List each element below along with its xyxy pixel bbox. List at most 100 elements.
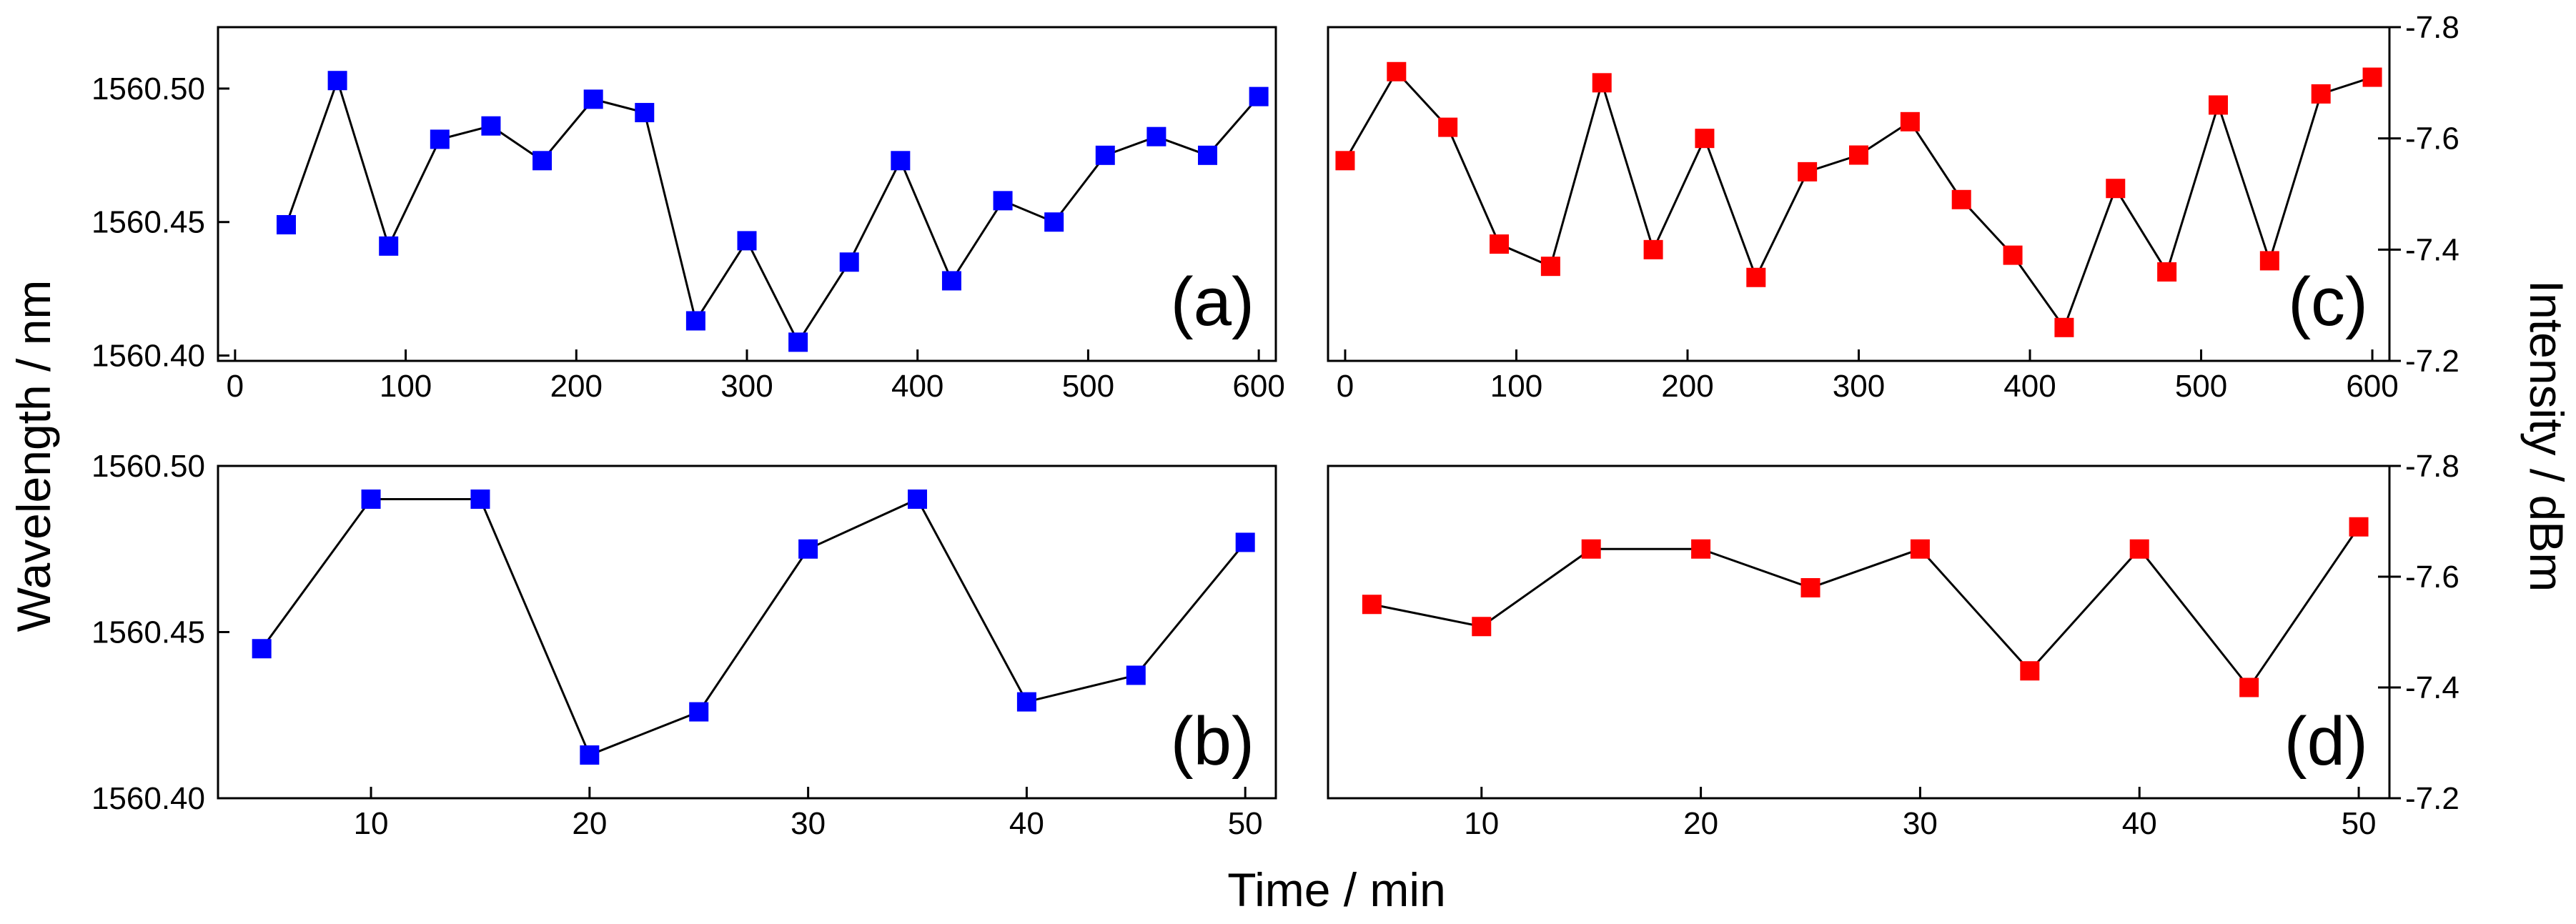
panel-c: 0 100 200 300 400 500 600 -7.8 -7.6 -7.4 -7.2 (c) xyxy=(1327,10,2459,404)
y-axis-title-right: Intensity / dBm xyxy=(2520,280,2573,592)
x-tick-label: 0 xyxy=(227,369,244,404)
y-tick-label: 1560.40 xyxy=(91,339,205,374)
x-tick-label: 20 xyxy=(1683,806,1718,841)
data-point xyxy=(379,236,399,256)
data-point xyxy=(2239,677,2259,697)
y-tick-label: -7.4 xyxy=(2405,232,2459,267)
data-point xyxy=(2259,251,2279,271)
y-tick-label: 1560.45 xyxy=(91,615,205,650)
data-point xyxy=(430,129,450,149)
data-point xyxy=(1849,145,1868,165)
data-point xyxy=(941,271,961,291)
data-point xyxy=(583,89,603,109)
x-tick-label: 600 xyxy=(2346,369,2398,404)
data-point xyxy=(1490,234,1510,254)
data-point xyxy=(891,151,911,171)
x-tick-label: 30 xyxy=(1903,806,1938,841)
x-tick-label: 100 xyxy=(1490,369,1542,404)
y-tick-label: -7.2 xyxy=(2405,781,2459,816)
data-point xyxy=(1146,126,1166,146)
plot-frame xyxy=(1327,26,2391,362)
data-point xyxy=(1540,257,1560,277)
x-tick-label: 40 xyxy=(1009,806,1044,841)
data-point xyxy=(2311,84,2331,104)
data-point xyxy=(1362,595,1382,615)
x-tick-label: 50 xyxy=(1228,806,1263,841)
y-tick-label: -7.8 xyxy=(2405,449,2459,484)
x-tick-label: 0 xyxy=(1337,369,1354,404)
data-point xyxy=(1472,617,1492,637)
panel-b: 10 20 30 40 50 1560.40 1560.45 1560.50 (b) xyxy=(91,449,1277,841)
data-point xyxy=(1335,151,1355,171)
data-point xyxy=(2020,661,2040,681)
data-point xyxy=(737,231,757,251)
x-tick-label: 400 xyxy=(891,369,943,404)
y-tick-label: -7.2 xyxy=(2405,344,2459,379)
x-tick-label: 500 xyxy=(2175,369,2227,404)
x-tick-label: 200 xyxy=(1661,369,1713,404)
data-point xyxy=(2208,95,2228,115)
panel-a: 0 100 200 300 400 500 600 1560.40 1560.45 1560.50… xyxy=(91,26,1285,404)
y-tick-label: -7.8 xyxy=(2405,10,2459,45)
panel-label: (d) xyxy=(2284,703,2368,780)
data-point xyxy=(839,252,859,272)
panel-label: (b) xyxy=(1171,703,1254,780)
panel-label: (c) xyxy=(2288,264,2368,340)
data-point xyxy=(327,71,347,91)
data-point xyxy=(252,639,272,659)
data-point xyxy=(1592,73,1612,93)
data-point xyxy=(2349,517,2369,537)
data-point xyxy=(1095,145,1115,165)
data-point xyxy=(1387,61,1407,81)
data-point xyxy=(1016,692,1036,712)
data-point xyxy=(1198,145,1218,165)
y-tick-label: -7.4 xyxy=(2405,670,2459,705)
data-point xyxy=(1798,162,1818,182)
data-point xyxy=(1438,117,1458,137)
y-tick-label: 1560.45 xyxy=(91,205,205,240)
data-point xyxy=(1126,665,1146,685)
x-tick-label: 30 xyxy=(791,806,826,841)
x-tick-label: 300 xyxy=(1833,369,1885,404)
series-line xyxy=(260,497,1247,757)
x-tick-label: 500 xyxy=(1062,369,1114,404)
data-point xyxy=(1249,86,1269,106)
panel-label: (a) xyxy=(1171,264,1254,340)
data-point xyxy=(1044,212,1064,232)
data-point xyxy=(2054,317,2074,337)
data-point xyxy=(1643,239,1663,259)
data-point xyxy=(689,702,709,722)
x-tick-label: 300 xyxy=(720,369,773,404)
data-point xyxy=(1746,267,1766,287)
y-axis-title-left: Wavelength / nm xyxy=(7,280,60,632)
y-tick-label: -7.6 xyxy=(2405,121,2459,157)
data-point xyxy=(2157,262,2177,282)
data-point xyxy=(2129,539,2149,559)
data-point xyxy=(481,116,501,136)
plot-frame xyxy=(217,26,1277,362)
data-point xyxy=(993,191,1013,211)
y-tick-label: -7.6 xyxy=(2405,560,2459,595)
x-tick-label: 400 xyxy=(2003,369,2056,404)
x-tick-label: 20 xyxy=(572,806,607,841)
data-point xyxy=(788,332,808,352)
panel-d: 10 20 30 40 50 -7.8 -7.6 -7.4 -7.2 (d) xyxy=(1327,449,2459,841)
data-point xyxy=(1691,539,1711,559)
x-tick-label: 50 xyxy=(2342,806,2377,841)
data-point xyxy=(361,490,381,509)
x-axis-title: Time / min xyxy=(1227,863,1446,916)
series-line xyxy=(285,76,1260,344)
data-point xyxy=(1695,129,1715,149)
data-point xyxy=(2106,179,2126,199)
data-point xyxy=(1581,539,1601,559)
data-point xyxy=(1235,532,1255,552)
data-point xyxy=(798,539,818,559)
data-point xyxy=(2362,67,2382,87)
data-point xyxy=(908,490,928,509)
data-point xyxy=(685,311,705,331)
plot-frame xyxy=(217,465,1277,800)
data-point xyxy=(1800,578,1820,597)
series-line xyxy=(1372,526,2360,690)
y-tick-label: 1560.50 xyxy=(91,71,205,106)
